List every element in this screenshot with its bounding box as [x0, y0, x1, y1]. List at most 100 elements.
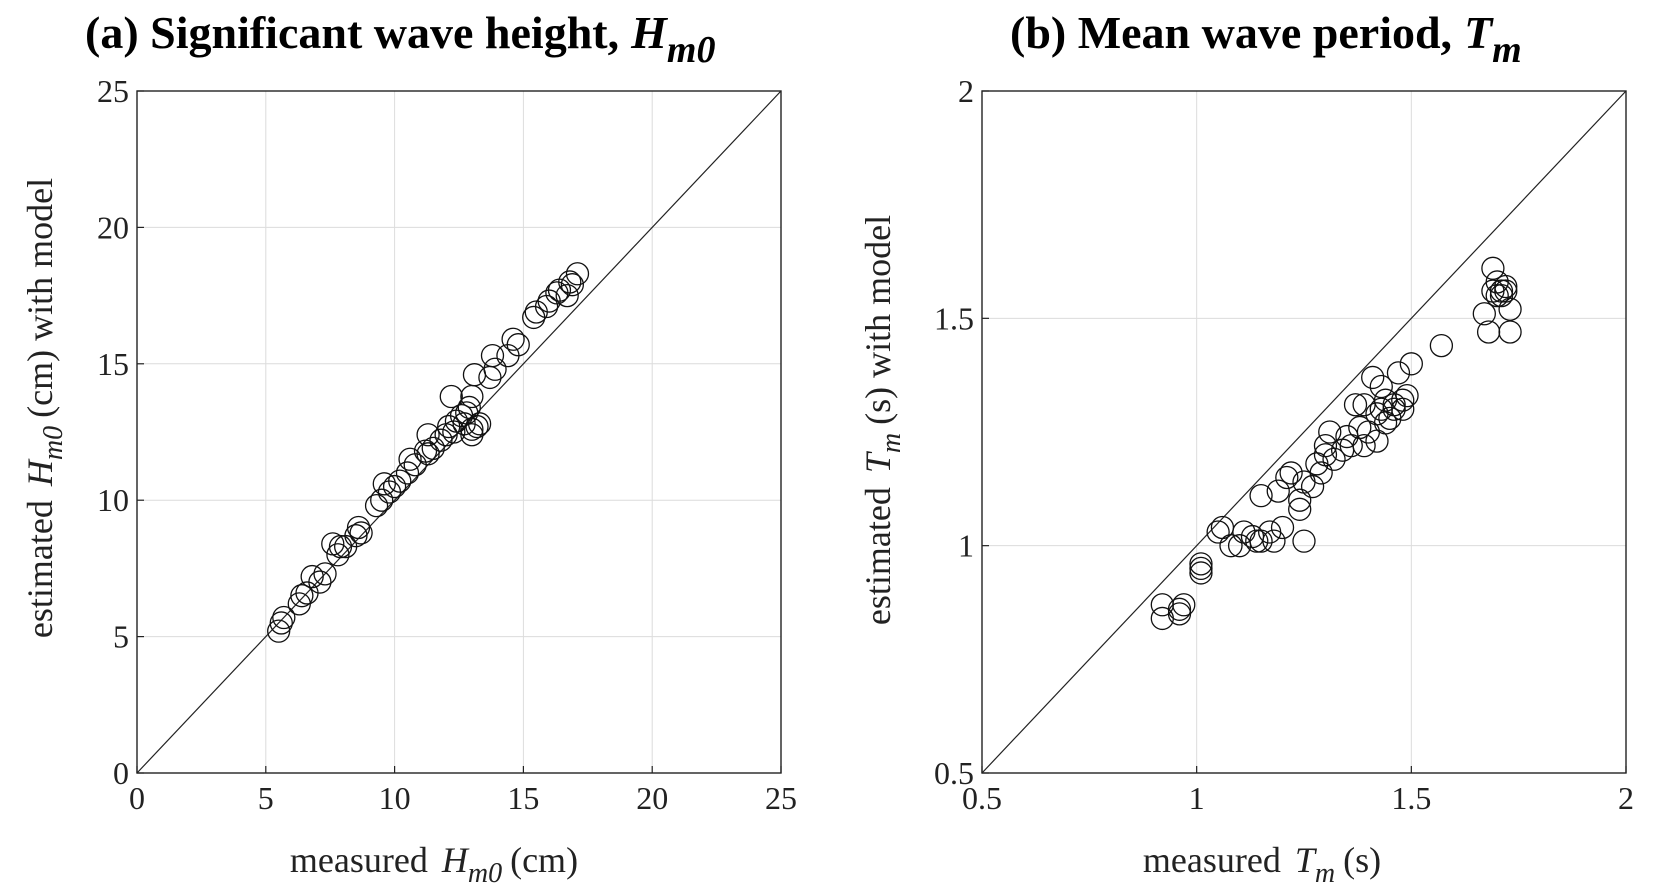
- data-point: [1472, 302, 1496, 326]
- panel-b-plot-frame: [981, 90, 1627, 774]
- data-point: [1498, 297, 1522, 321]
- data-point: [560, 273, 584, 297]
- panel-a-y-ticks: 0 5 10 15 20 25: [97, 73, 144, 791]
- data-point: [1343, 393, 1368, 417]
- data-point: [558, 270, 582, 294]
- panel-b-points: [1150, 256, 1522, 631]
- panel-b-reference-line: [981, 90, 1627, 774]
- data-point: [269, 611, 293, 635]
- panel-a-plot-frame: [136, 90, 782, 774]
- panel-a: (a) Significant wave height, Hm0 0 5 10 15 20…: [20, 7, 797, 889]
- x-tick-label: 0.5: [962, 780, 1002, 816]
- data-point: [398, 447, 422, 471]
- data-point: [388, 469, 412, 493]
- y-tick-label: 0: [113, 755, 129, 791]
- data-point: [1391, 388, 1415, 412]
- data-point: [370, 488, 394, 512]
- panel-b-title: (b) Mean wave period, Tm: [1010, 7, 1522, 71]
- data-point: [1266, 479, 1290, 503]
- data-point: [308, 570, 332, 594]
- data-point: [1382, 397, 1406, 421]
- data-point: [1167, 602, 1192, 626]
- panel-a-x-axis-label: measured Hm0 (cm): [290, 840, 578, 889]
- x-tick-label: 5: [258, 780, 274, 816]
- panel-b: (b) Mean wave period, Tm 0.5 1 1.5 2 0.5 1 1.5…: [858, 7, 1634, 889]
- data-point: [1189, 561, 1213, 585]
- panel-a-title: (a) Significant wave height, Hm0: [85, 7, 715, 71]
- x-tick-label: 0: [129, 780, 145, 816]
- data-point: [1352, 433, 1376, 458]
- data-point: [267, 619, 291, 643]
- data-point: [1494, 274, 1518, 299]
- data-point: [501, 327, 525, 351]
- y-tick-label: 1.5: [934, 300, 974, 336]
- data-point: [462, 363, 487, 387]
- x-tick-label: 2: [1618, 780, 1634, 816]
- data-point: [555, 283, 579, 308]
- data-point: [1481, 256, 1505, 280]
- data-point: [395, 461, 420, 485]
- data-point: [1300, 474, 1325, 499]
- panel-b-x-ticks: 0.5 1 1.5 2: [962, 766, 1634, 816]
- data-point: [483, 357, 507, 381]
- x-tick-label: 15: [507, 780, 539, 816]
- panel-b-y-axis-label: estimatedTm(s) with model: [858, 215, 907, 625]
- data-point: [565, 262, 590, 286]
- data-point: [1485, 283, 1509, 308]
- data-point: [506, 333, 530, 357]
- x-tick-label: 10: [379, 780, 411, 816]
- data-point: [460, 417, 484, 441]
- panel-b-x-axis-label: measured Tm (s): [1143, 840, 1381, 889]
- data-point: [1395, 383, 1419, 408]
- data-point: [1309, 461, 1333, 485]
- data-point: [1279, 461, 1303, 485]
- panel-a-x-ticks: 0 5 10 15 20 25: [129, 766, 797, 816]
- data-point: [1172, 593, 1196, 617]
- data-point: [1498, 320, 1522, 344]
- data-point: [344, 524, 368, 548]
- y-tick-label: 25: [97, 73, 129, 109]
- data-point: [429, 428, 453, 452]
- data-point: [364, 494, 389, 518]
- data-point: [1189, 556, 1213, 581]
- data-point: [480, 343, 505, 368]
- data-point: [382, 474, 407, 499]
- data-point: [1275, 465, 1299, 490]
- data-point: [1245, 529, 1269, 553]
- data-point: [1494, 279, 1518, 303]
- data-point: [326, 543, 350, 567]
- data-point: [1262, 529, 1286, 553]
- y-tick-label: 20: [97, 209, 129, 245]
- data-point: [346, 515, 371, 540]
- data-point: [321, 532, 345, 556]
- x-tick-label: 1: [1189, 780, 1205, 816]
- data-point: [1219, 534, 1243, 558]
- data-point: [465, 414, 489, 439]
- data-point: [416, 423, 440, 447]
- data-point: [1386, 361, 1411, 385]
- data-point: [372, 472, 396, 496]
- data-point: [439, 384, 463, 409]
- data-point: [437, 414, 461, 439]
- data-point: [1485, 270, 1509, 294]
- x-tick-label: 1.5: [1391, 780, 1431, 816]
- data-point: [1313, 433, 1338, 458]
- data-point: [1249, 529, 1273, 553]
- data-point: [272, 605, 296, 630]
- panel-a-points: [267, 262, 590, 643]
- data-point: [421, 436, 445, 461]
- data-point: [1249, 484, 1273, 508]
- data-point: [349, 521, 373, 545]
- data-point: [1270, 515, 1295, 540]
- data-point: [1429, 333, 1454, 358]
- y-tick-label: 5: [113, 619, 129, 655]
- data-point: [1369, 374, 1393, 399]
- y-tick-label: 2: [958, 73, 974, 109]
- data-point: [478, 365, 502, 390]
- x-tick-label: 20: [636, 780, 668, 816]
- data-point: [1318, 420, 1342, 444]
- data-point: [416, 442, 440, 466]
- y-tick-label: 0.5: [934, 755, 974, 791]
- data-point: [313, 562, 337, 586]
